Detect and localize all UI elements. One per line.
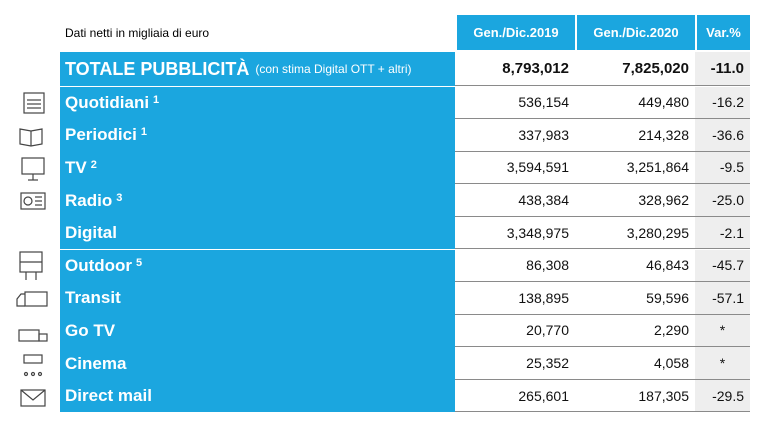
cell-value: 449,480 [575,87,695,120]
cell-value: 265,601 [455,380,575,413]
cell-value: -57.1 [695,282,750,315]
total-label: TOTALE PUBBLICITÀ (con stima Digital OTT … [60,52,455,86]
row-name: Outdoor [65,255,133,275]
row-label: Quotidiani 1 [60,86,455,120]
cell-value: 138,895 [455,282,575,315]
cell-value: 46,843 [575,250,695,283]
billboard-icon [19,251,43,280]
cell-value: 214,328 [575,119,695,152]
cell-value: -36.6 [695,119,750,152]
van-icon [18,329,48,342]
cell-value: 337,983 [455,119,575,152]
book-icon [19,128,43,147]
column-header: Gen./Dic.2019 [457,15,575,50]
total-value: -11.0 [695,52,750,86]
total-value: 8,793,012 [455,52,575,86]
cell-value: 2,290 [575,315,695,348]
footnote-mark: 5 [136,256,143,269]
cell-value: -45.7 [695,249,750,283]
row-label: Go TV [60,314,455,348]
row-label: Digital [60,216,455,250]
envelope-icon [20,389,46,407]
cell-value: 3,280,295 [575,217,695,250]
cell-value: 25,352 [455,347,575,380]
cell-value: * [695,347,750,380]
cell-value: 3,594,591 [455,152,575,185]
icons [16,92,48,407]
footnote-mark: 1 [140,126,147,139]
cell-value: 3,251,864 [575,152,695,185]
row-label: Periodici 1 [60,119,455,152]
row-name: Go TV [65,320,116,340]
cell-value: * [695,314,750,348]
cell-value: -2.1 [695,216,750,250]
truck-icon [16,291,48,307]
row-name: Radio [65,190,113,210]
row-label: Radio 3 [60,184,455,217]
cinema-icon [23,354,43,377]
total-value: 7,825,020 [575,52,695,86]
row-name: Direct mail [65,386,152,406]
row-name: Quotidiani [65,92,150,112]
cell-value: 536,154 [455,87,575,120]
cell-value: 187,305 [575,380,695,413]
cell-value: -29.5 [695,379,750,413]
row-name: Digital [65,223,117,243]
footnote-mark: 1 [153,93,160,106]
column-header: Gen./Dic.2020 [577,15,695,50]
row-name: Cinema [65,353,127,373]
footnote-mark: 2 [90,158,97,171]
row-label: Direct mail [60,379,455,413]
tv-icon [21,157,45,181]
column-header: Var.% [697,15,750,50]
row-label: Transit [60,282,455,315]
newspaper-icon [23,92,45,114]
total-sublabel: (con stima Digital OTT + altri) [255,62,412,76]
cell-value: 86,308 [455,250,575,283]
cell-value: -25.0 [695,184,750,217]
row-label: Cinema [60,347,455,380]
cell-value: 3,348,975 [455,217,575,250]
row-label: TV 2 [60,151,455,185]
cell-value: -16.2 [695,86,750,120]
cell-value: 20,770 [455,315,575,348]
radio-icon [20,192,46,210]
cell-value: 4,058 [575,347,695,380]
cell-value: 59,596 [575,282,695,315]
footnote-mark: 3 [116,191,123,204]
row-name: TV [65,157,87,177]
cell-value: 438,384 [455,184,575,217]
row-name: Transit [65,288,121,308]
caption: Dati netti in migliaia di euro [65,25,210,40]
total-title: TOTALE PUBBLICITÀ [65,58,250,79]
cell-value: -9.5 [695,151,750,185]
row-name: Periodici [65,125,137,145]
cell-value: 328,962 [575,184,695,217]
row-label: Outdoor 5 [60,249,455,283]
